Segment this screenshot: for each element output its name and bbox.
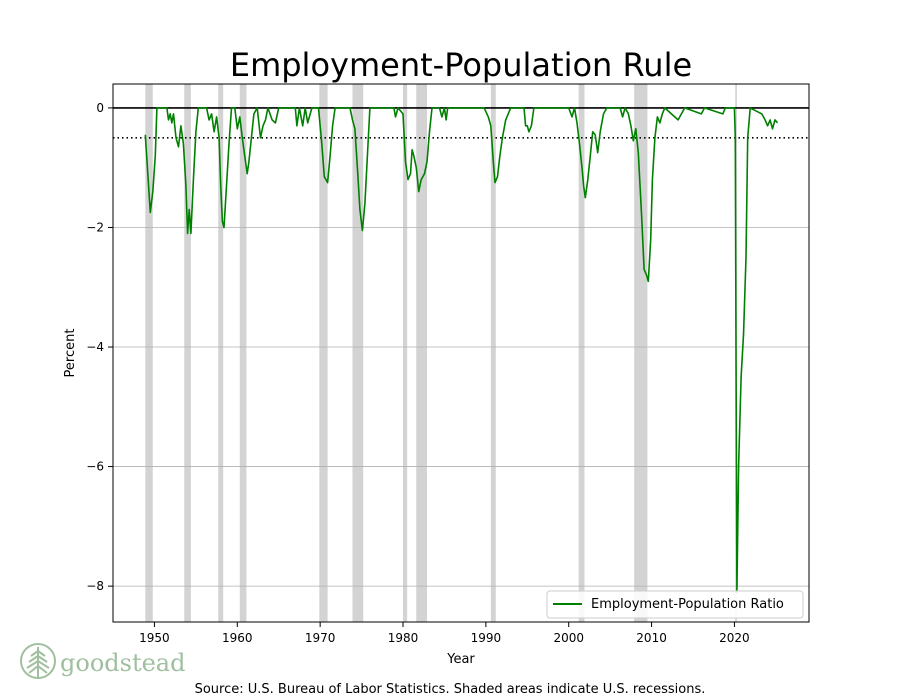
recession-band-3 [239,84,247,622]
recession-band-1 [184,84,191,622]
x-tick-label: 1990 [471,631,502,645]
y-tick-label: 0 [96,101,104,115]
y-axis-ticks: 0 −2 −4 −6 −8 [86,101,113,593]
y-tick-label: −6 [86,460,104,474]
plot-area-frame [112,83,810,623]
brand-name: goodstead [60,649,185,677]
recession-shading-layer [145,84,737,622]
recession-band-7 [416,84,428,622]
recession-band-4 [319,84,328,622]
chart-title: Employment-Population Rule [230,46,692,84]
x-tick-label: 1980 [388,631,419,645]
x-tick-label: 2010 [636,631,667,645]
series-line-employment-population-ratio [144,107,779,593]
gridlines-layer [113,227,809,587]
legend-label: Employment-Population Ratio [591,597,784,612]
recession-band-10 [634,84,648,622]
x-tick-label: 1970 [305,631,336,645]
tree-icon [20,643,56,679]
legend-box [546,590,804,619]
legend: Employment-Population Ratio [546,590,804,619]
x-axis-label: Year [446,652,475,667]
x-tick-label: 2000 [553,631,584,645]
recession-band-8 [490,84,496,622]
brand-logo: goodstead [20,643,185,679]
x-tick-label: 1950 [139,631,170,645]
recession-band-9 [578,84,585,622]
recession-band-0 [145,84,153,622]
y-tick-label: −4 [86,340,104,354]
source-note: Source: U.S. Bureau of Labor Statistics.… [195,682,706,697]
recession-band-6 [403,84,408,622]
series-layer [144,107,779,593]
x-tick-label: 2020 [719,631,750,645]
y-axis-label: Percent [63,329,78,378]
y-tick-label: −2 [86,220,104,234]
x-tick-label: 1960 [222,631,253,645]
recession-band-2 [218,84,224,622]
recession-band-5 [352,84,364,622]
x-axis-ticks: 1950 1960 1970 1980 1990 2000 2010 2020 [139,622,750,645]
y-tick-label: −8 [86,579,104,593]
